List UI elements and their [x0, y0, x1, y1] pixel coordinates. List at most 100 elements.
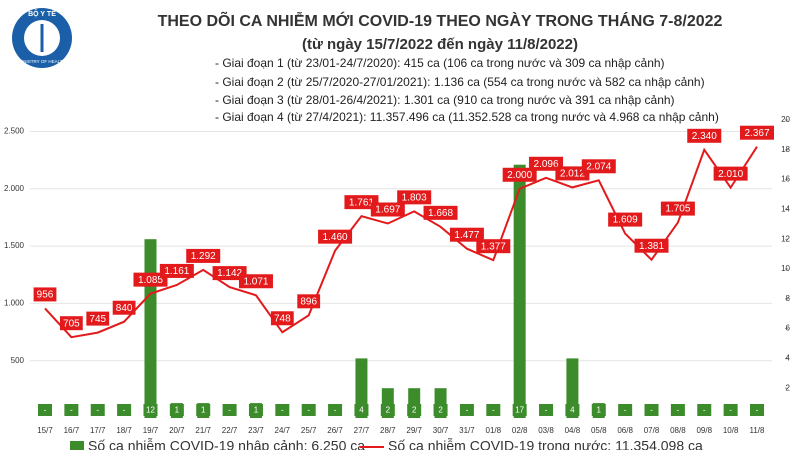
x-tick-label: 29/7 [406, 426, 422, 435]
value-label-box [397, 190, 432, 205]
bar-label: 1 [254, 406, 259, 415]
x-tick-label: 15/7 [37, 426, 53, 435]
x-tick-label: 20/7 [169, 426, 185, 435]
bar-label: 2 [438, 406, 443, 415]
value-label: 1.085 [138, 275, 163, 286]
x-tick-label: 03/8 [538, 426, 554, 435]
x-tick-label: 11/8 [750, 426, 766, 435]
bar [566, 358, 579, 418]
y2-tick-label: 6 [786, 324, 791, 333]
value-label-box [186, 248, 221, 263]
x-tick-label: 16/7 [64, 426, 80, 435]
bar-label: 1 [201, 406, 206, 415]
value-label: 1.609 [613, 215, 638, 226]
bar-label: - [756, 406, 759, 415]
bar-label-box [301, 404, 316, 416]
bar-label: - [96, 406, 99, 415]
value-label-box [713, 166, 748, 181]
bar-label-box [275, 404, 290, 416]
chart-title: THEO DÕI CA NHIỄM MỚI COVID-19 THEO NGÀY… [158, 10, 723, 30]
bar-label-box [248, 404, 263, 416]
value-label-box [159, 263, 194, 278]
value-label: 2.096 [534, 159, 559, 170]
bar-label-box [486, 404, 501, 416]
y2-tick-label: 14 [781, 205, 790, 214]
bar-label: - [703, 406, 706, 415]
value-label: 1.705 [665, 204, 690, 215]
value-label: 1.477 [454, 230, 479, 241]
x-tick-label: 25/7 [301, 426, 317, 435]
value-label: 840 [116, 303, 133, 314]
value-label: 705 [63, 318, 80, 329]
bar-label-box [670, 404, 685, 416]
value-label-box [529, 156, 564, 171]
bar-label-box [433, 404, 448, 416]
x-tick-label: 04/8 [565, 426, 581, 435]
bar-label: 1 [597, 406, 602, 415]
value-label: 748 [274, 313, 291, 324]
value-label-box [270, 311, 294, 326]
bar-label: - [123, 406, 126, 415]
value-label: 956 [37, 290, 54, 301]
y-tick-label: 1.500 [4, 241, 25, 250]
value-label-box [133, 272, 168, 287]
y-tick-label: 2.500 [4, 127, 25, 136]
x-tick-label: 22/7 [222, 426, 238, 435]
bar [144, 239, 157, 418]
value-label-box [660, 201, 695, 216]
y2-tick-label: 18 [781, 145, 790, 154]
value-label: 2.010 [718, 169, 743, 180]
chart-subtitle: (từ ngày 15/7/2022 đến ngày 11/8/2022) [302, 36, 578, 53]
y2-tick-label: 20 [781, 115, 790, 124]
x-tick-label: 26/7 [327, 426, 343, 435]
bar-label-box [169, 404, 184, 416]
bar-label-box [644, 404, 659, 416]
value-label: 2.012 [560, 169, 585, 180]
bar-label-box [143, 404, 158, 416]
y2-tick-label: 8 [786, 294, 791, 303]
bar-label-box [459, 404, 474, 416]
x-tick-label: 07/8 [644, 426, 660, 435]
x-tick-label: 06/8 [617, 426, 633, 435]
value-label: 2.074 [586, 161, 611, 172]
bar-label: - [466, 406, 469, 415]
x-tick-label: 05/8 [591, 426, 607, 435]
bar-label: - [228, 406, 231, 415]
bar-label-box [512, 404, 527, 416]
value-label: 1.460 [323, 232, 348, 243]
x-tick-label: 01/8 [486, 426, 502, 435]
x-tick-label: 24/7 [275, 426, 291, 435]
logo-bottom: MINISTRY OF HEALTH [18, 59, 66, 64]
bar-label-box [328, 404, 343, 416]
bar-label-box [90, 404, 105, 416]
annotation: - Giai đoạn 3 (từ 28/01-26/4/2021): 1.30… [215, 93, 675, 107]
y2-tick-label: 12 [781, 234, 790, 243]
x-tick-label: 30/7 [433, 426, 449, 435]
value-label: 1.381 [639, 241, 664, 252]
value-label: 896 [300, 296, 317, 307]
bar-label: - [334, 406, 337, 415]
bar-label: - [492, 406, 495, 415]
value-label-box [740, 125, 774, 140]
value-label: 2.340 [692, 131, 717, 142]
bar-label: 2 [386, 406, 391, 415]
x-tick-label: 08/8 [670, 426, 686, 435]
bar-label: - [281, 406, 284, 415]
value-label-box [608, 212, 643, 227]
value-label-box [634, 238, 669, 253]
bar-label: - [650, 406, 653, 415]
bar-label: - [44, 406, 47, 415]
bar-label: 4 [359, 406, 364, 415]
value-label: 1.697 [375, 205, 400, 216]
bar-label: - [545, 406, 548, 415]
legend-label: Số ca nhiễm COVID-19 trong nước: 11.354.… [388, 438, 703, 450]
bar-label-box [354, 404, 369, 416]
x-tick-label: 23/7 [248, 426, 264, 435]
x-tick-label: 10/8 [723, 426, 739, 435]
bar-label-box [618, 404, 633, 416]
bar-label: 4 [570, 406, 575, 415]
value-label-box [502, 167, 537, 182]
bar-label: - [624, 406, 627, 415]
bar-label-box [750, 404, 764, 416]
bar-label: - [677, 406, 680, 415]
